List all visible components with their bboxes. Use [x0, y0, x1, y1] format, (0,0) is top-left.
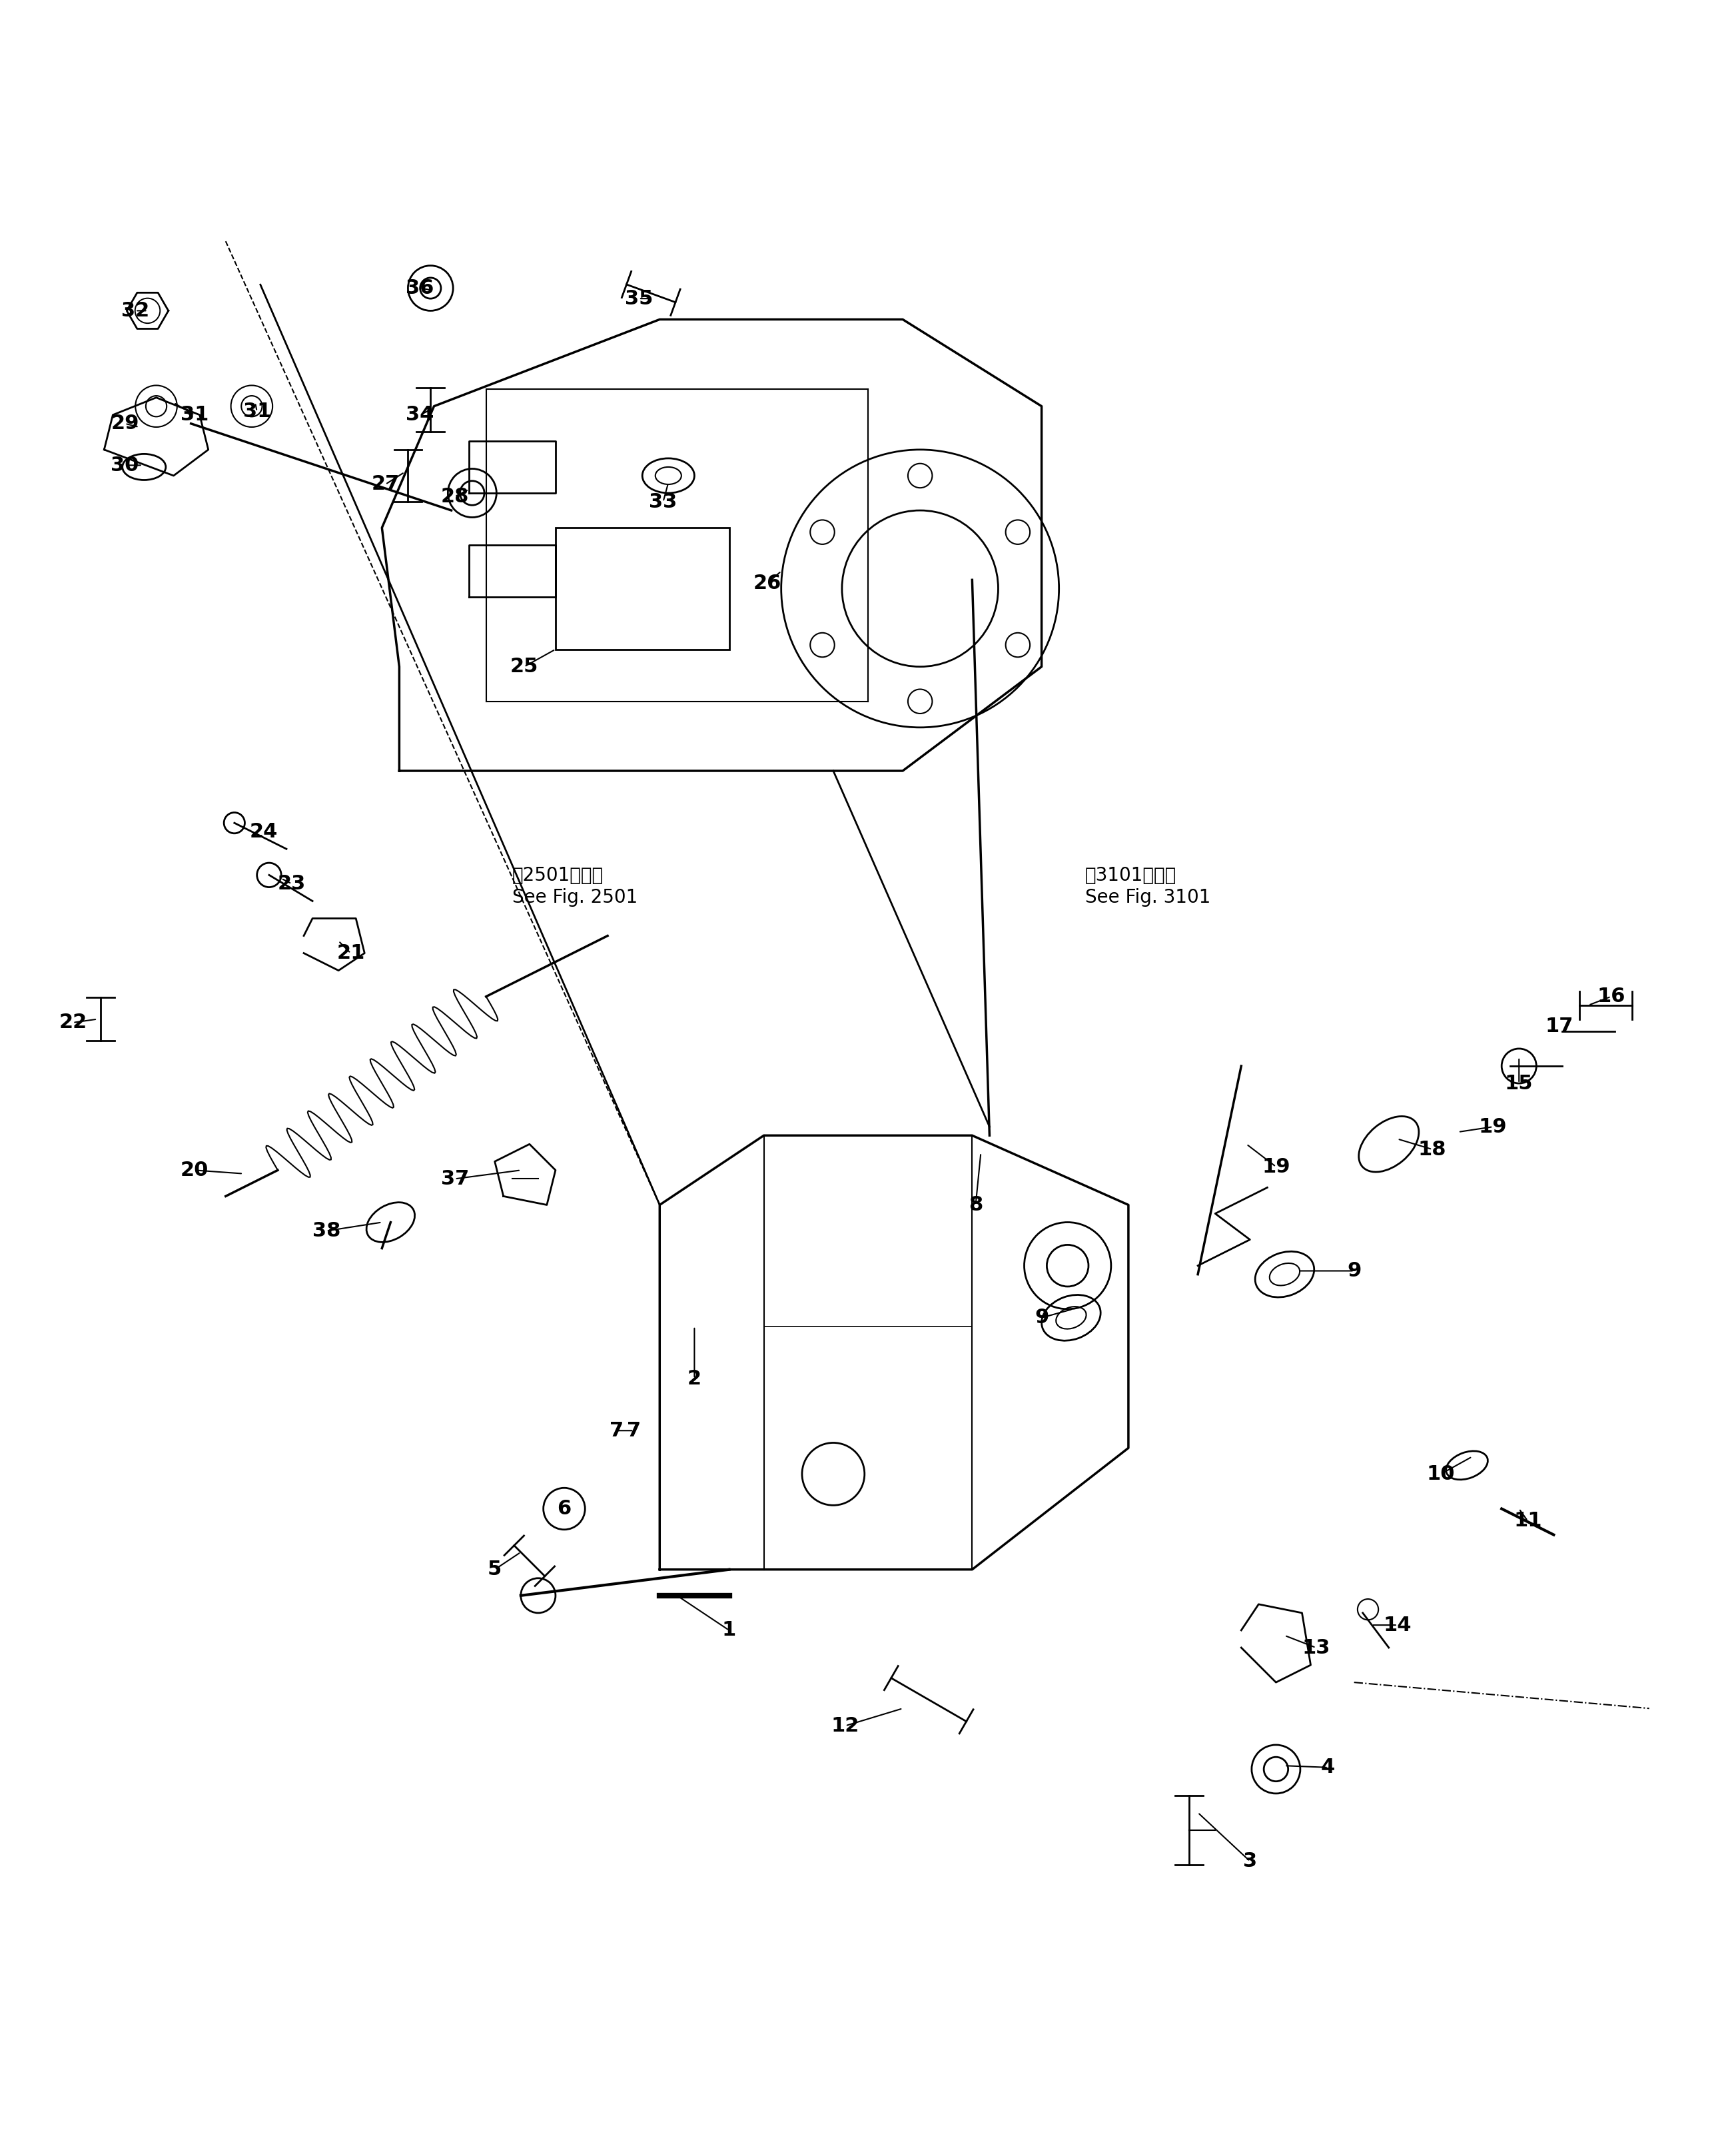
- Text: 27: 27: [372, 475, 399, 495]
- Text: 第3101図参照
See Fig. 3101: 第3101図参照 See Fig. 3101: [1085, 866, 1210, 906]
- Text: 6: 6: [557, 1499, 571, 1518]
- Text: 13: 13: [1302, 1637, 1330, 1657]
- Text: 4: 4: [1321, 1757, 1335, 1778]
- Text: 15: 15: [1505, 1075, 1533, 1094]
- Text: 25: 25: [510, 657, 538, 676]
- Text: 18: 18: [1418, 1141, 1446, 1160]
- Text: 31: 31: [181, 405, 208, 424]
- Text: 32: 32: [122, 301, 149, 320]
- Text: 14: 14: [1384, 1616, 1411, 1635]
- Text: 12: 12: [832, 1716, 859, 1735]
- Text: 24: 24: [250, 823, 278, 842]
- Text: 1: 1: [722, 1620, 736, 1640]
- Text: 7: 7: [627, 1420, 641, 1441]
- Text: 26: 26: [753, 574, 781, 593]
- Text: 37: 37: [441, 1168, 469, 1188]
- Text: 30: 30: [111, 456, 139, 475]
- Text: 19: 19: [1479, 1117, 1507, 1136]
- Text: 19: 19: [1262, 1158, 1290, 1177]
- Text: 23: 23: [278, 874, 306, 893]
- Text: 35: 35: [625, 290, 653, 309]
- Text: 3: 3: [1243, 1851, 1257, 1872]
- Text: 5: 5: [488, 1561, 502, 1580]
- Text: 7: 7: [609, 1420, 623, 1441]
- Text: 17: 17: [1545, 1017, 1573, 1036]
- Text: 10: 10: [1427, 1465, 1455, 1484]
- Text: 11: 11: [1514, 1512, 1542, 1531]
- Text: 34: 34: [406, 405, 434, 424]
- Text: 36: 36: [406, 279, 434, 298]
- Text: 21: 21: [337, 944, 365, 964]
- Text: 2: 2: [687, 1369, 701, 1388]
- Text: 9: 9: [1035, 1309, 1049, 1328]
- Text: 9: 9: [1347, 1262, 1361, 1281]
- Bar: [556, 529, 729, 650]
- Text: 8: 8: [969, 1196, 983, 1215]
- Text: 28: 28: [441, 486, 469, 505]
- Text: 29: 29: [111, 414, 139, 433]
- Text: 16: 16: [1597, 987, 1625, 1006]
- Text: 33: 33: [649, 492, 677, 512]
- Text: 31: 31: [243, 401, 271, 422]
- Text: 22: 22: [59, 1013, 87, 1032]
- Text: 20: 20: [181, 1160, 208, 1179]
- Text: 第2501図参照
See Fig. 2501: 第2501図参照 See Fig. 2501: [512, 866, 637, 906]
- Text: 38: 38: [312, 1222, 340, 1241]
